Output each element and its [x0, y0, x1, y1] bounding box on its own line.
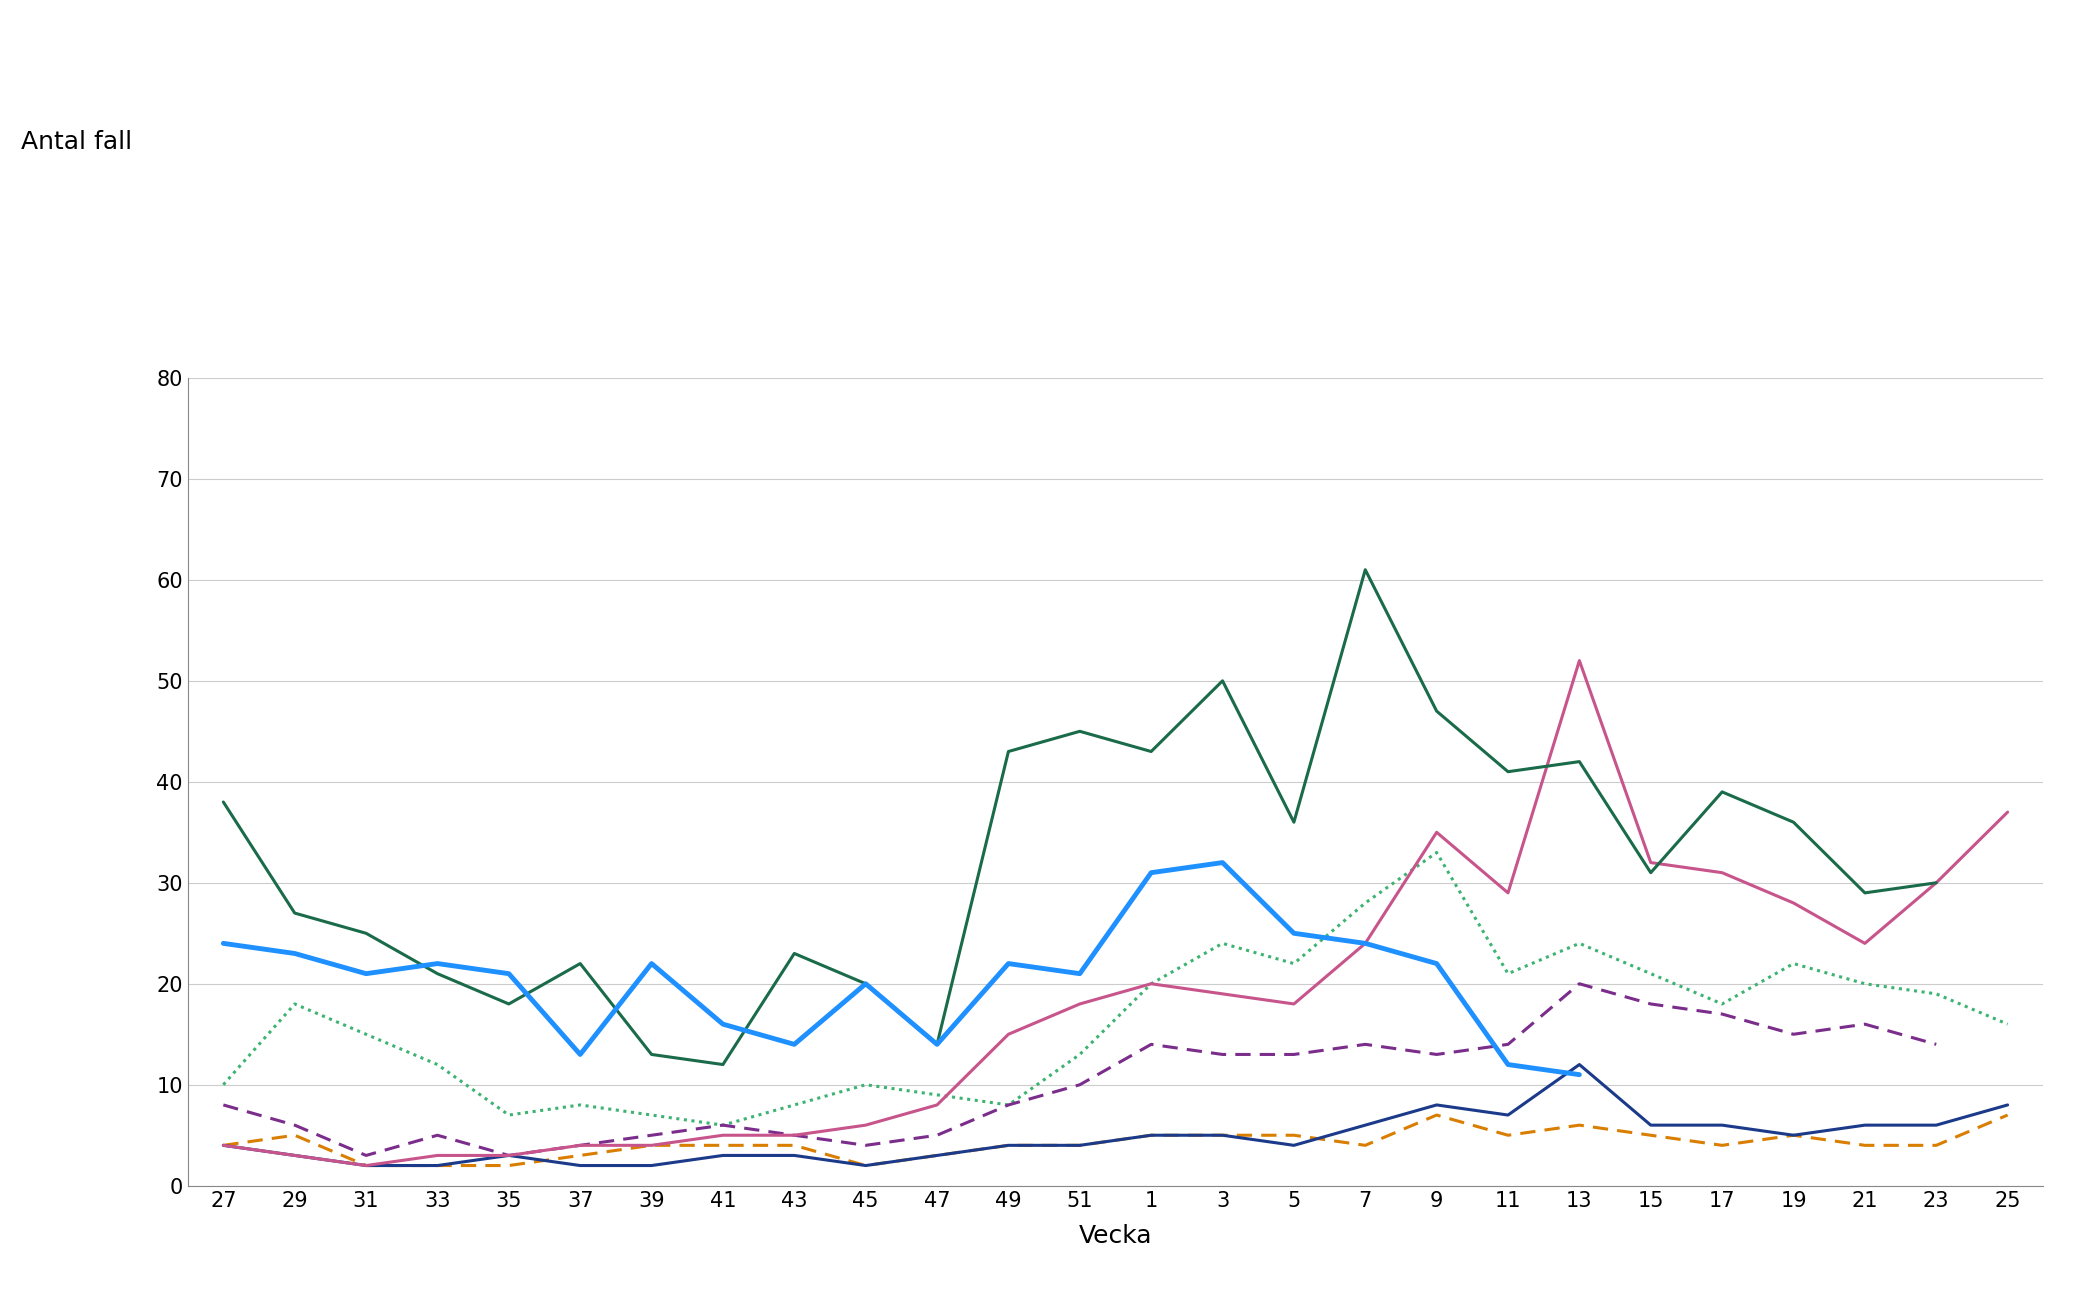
- X-axis label: Vecka: Vecka: [1078, 1225, 1153, 1248]
- Text: Antal fall: Antal fall: [21, 130, 131, 154]
